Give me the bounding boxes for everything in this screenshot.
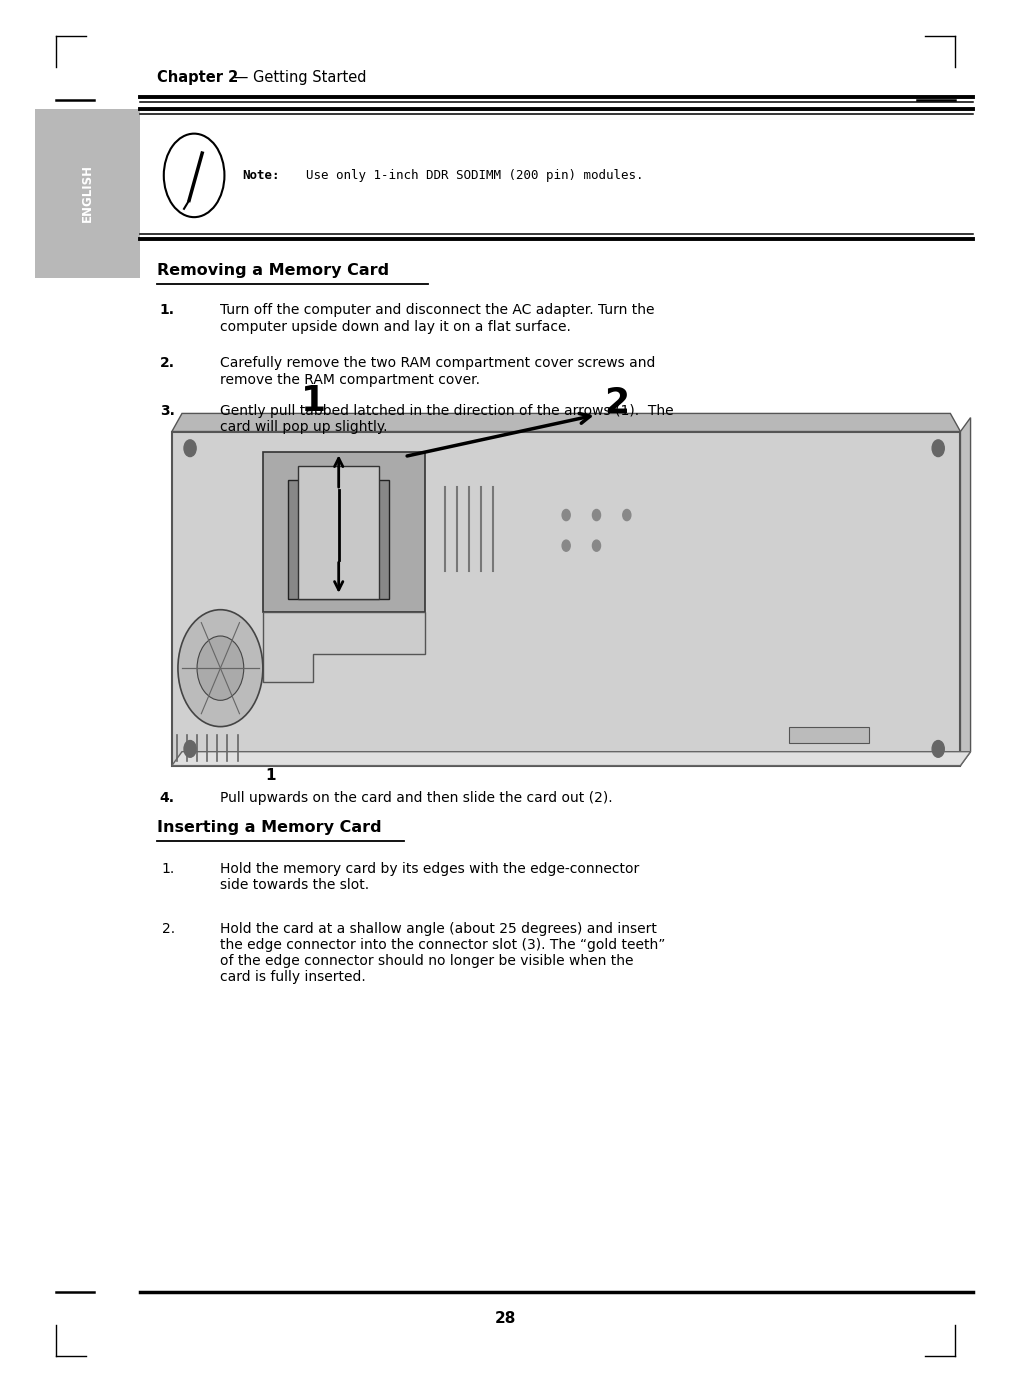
Text: 1.: 1. — [160, 303, 175, 317]
Text: Pull upwards on the card and then slide the card out (2).: Pull upwards on the card and then slide … — [220, 791, 613, 805]
Circle shape — [562, 509, 570, 521]
Text: Hold the card at a shallow angle (about 25 degrees) and insert
the edge connecto: Hold the card at a shallow angle (about … — [220, 922, 666, 984]
Bar — [263, 452, 425, 612]
Circle shape — [178, 610, 263, 727]
Text: Note:: Note: — [243, 168, 280, 182]
Bar — [789, 727, 869, 743]
Text: 2: 2 — [605, 387, 629, 420]
Text: Turn off the computer and disconnect the AC adapter. Turn the
computer upside do: Turn off the computer and disconnect the… — [220, 303, 655, 334]
Polygon shape — [172, 752, 971, 766]
Polygon shape — [172, 413, 960, 432]
Text: ENGLISH: ENGLISH — [81, 164, 94, 223]
Text: — Getting Started: — Getting Started — [229, 70, 367, 85]
Text: Gently pull tabbed latched in the direction of the arrows (1).  The
card will po: Gently pull tabbed latched in the direct… — [220, 404, 674, 434]
Text: Removing a Memory Card: Removing a Memory Card — [157, 263, 389, 278]
Circle shape — [197, 636, 244, 700]
Circle shape — [184, 741, 196, 757]
Circle shape — [184, 440, 196, 457]
Text: Inserting a Memory Card: Inserting a Memory Card — [157, 820, 381, 835]
Polygon shape — [172, 432, 960, 766]
Text: 4.: 4. — [160, 791, 175, 805]
Text: 28: 28 — [494, 1311, 517, 1327]
Circle shape — [592, 509, 601, 521]
Text: Chapter 2: Chapter 2 — [157, 70, 238, 85]
Text: 2.: 2. — [160, 356, 175, 370]
Text: 1: 1 — [301, 384, 326, 418]
Text: 3.: 3. — [160, 404, 175, 418]
FancyBboxPatch shape — [35, 109, 140, 278]
Bar — [288, 480, 389, 599]
Circle shape — [932, 440, 944, 457]
Text: 1.: 1. — [162, 862, 175, 876]
Polygon shape — [960, 418, 971, 766]
Text: 2.: 2. — [162, 922, 175, 935]
Circle shape — [562, 540, 570, 551]
Circle shape — [623, 509, 631, 521]
Polygon shape — [263, 612, 425, 682]
Bar — [298, 466, 379, 599]
Text: Hold the memory card by its edges with the edge-connector
side towards the slot.: Hold the memory card by its edges with t… — [220, 862, 640, 892]
Circle shape — [932, 741, 944, 757]
Text: 1: 1 — [266, 768, 276, 784]
Text: Use only 1-inch DDR SODIMM (200 pin) modules.: Use only 1-inch DDR SODIMM (200 pin) mod… — [291, 168, 644, 182]
Circle shape — [592, 540, 601, 551]
Text: Carefully remove the two RAM compartment cover screws and
remove the RAM compart: Carefully remove the two RAM compartment… — [220, 356, 656, 387]
